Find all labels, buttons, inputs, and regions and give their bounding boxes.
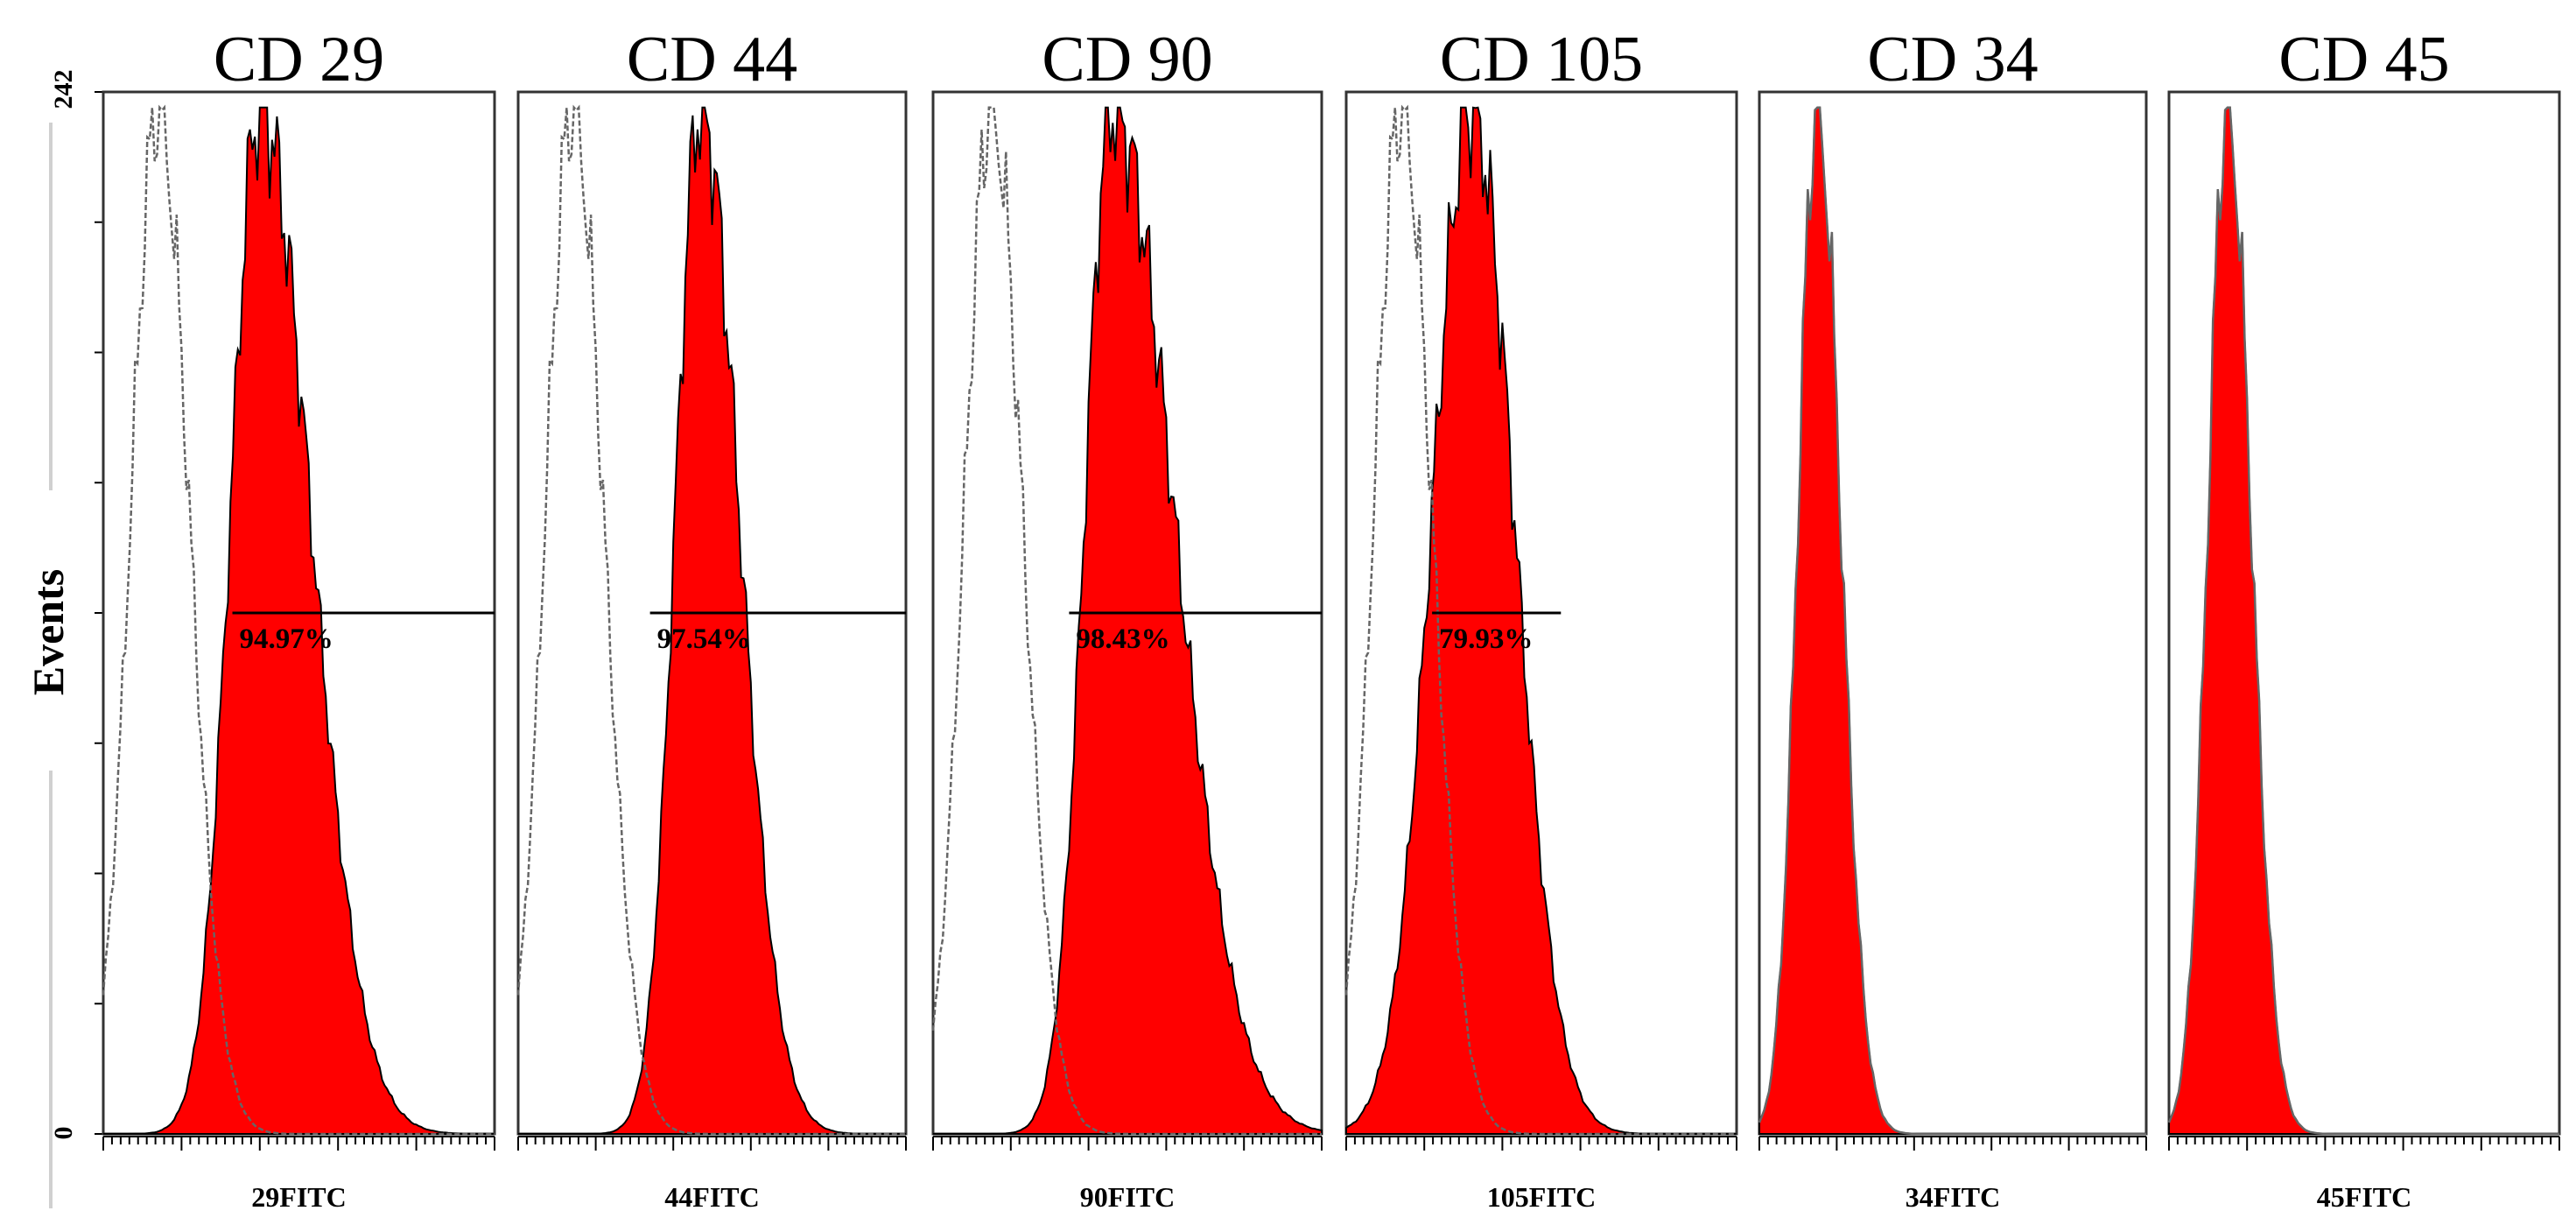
panel-44fitc: 97.54% CD 44 44FITC: [516, 24, 908, 1213]
stained-histogram: [2168, 106, 2559, 1135]
isotype-histogram: [931, 106, 1322, 1136]
isotype-histogram: [516, 104, 906, 1136]
gate-percentage: 79.93%: [1439, 623, 1533, 655]
y-axis: Events 242 0: [24, 70, 103, 1208]
stained-histogram: [1345, 106, 1737, 1135]
gate-percentage: 97.54%: [657, 623, 751, 655]
x-axis-label: 90FITC: [1080, 1181, 1175, 1213]
isotype-histogram: [1758, 106, 2146, 1136]
panel-90fitc: 98.43% CD 90 90FITC: [931, 24, 1323, 1213]
stained-histogram: [1758, 106, 2146, 1135]
panel-title: CD 44: [627, 24, 797, 95]
stained-histogram: [518, 106, 906, 1135]
panel-title: CD 105: [1440, 24, 1643, 95]
panel-title: CD 90: [1042, 24, 1212, 95]
y-ticks: [95, 91, 103, 1135]
panel-title: CD 29: [214, 24, 384, 95]
panel-34fitc: CD 34 34FITC: [1758, 24, 2148, 1213]
panel-title: CD 45: [2278, 24, 2449, 95]
stained-histogram: [933, 106, 1323, 1135]
x-axis-label: 105FITC: [1487, 1181, 1596, 1213]
y-tick-label-min: 0: [49, 1127, 78, 1140]
x-axis-label: 29FITC: [251, 1181, 346, 1213]
isotype-histogram: [102, 104, 495, 1136]
panel-title: CD 34: [1867, 24, 2038, 95]
y-tick-label-max: 242: [49, 70, 78, 109]
panel-45fitc: CD 45 45FITC: [2167, 24, 2561, 1213]
x-axis-label: 34FITC: [1906, 1181, 2000, 1213]
gate-percentage: 94.97%: [240, 623, 333, 655]
y-axis-label: Events: [24, 569, 73, 695]
x-axis-label: 44FITC: [664, 1181, 759, 1213]
panel-105fitc: 79.93% CD 105 105FITC: [1344, 24, 1738, 1213]
panel-29fitc: 94.97% CD 29 29FITC: [102, 24, 496, 1213]
histogram-panels: 94.97% CD 29 29FITC 97.54% CD 44 44FITC 98.43%…: [102, 24, 2561, 1213]
isotype-histogram: [2167, 106, 2559, 1136]
stained-histogram: [103, 106, 495, 1135]
x-axis-label: 45FITC: [2317, 1181, 2411, 1213]
isotype-histogram: [1344, 104, 1737, 1136]
gate-percentage: 98.43%: [1076, 623, 1169, 655]
